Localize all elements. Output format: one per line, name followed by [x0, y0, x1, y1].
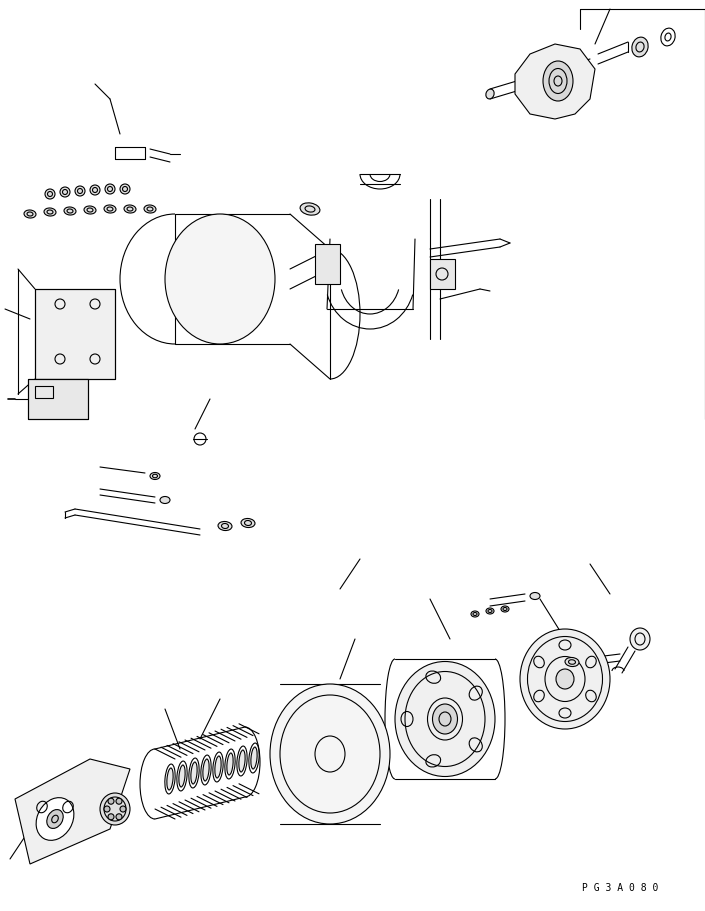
- Ellipse shape: [530, 593, 540, 599]
- Ellipse shape: [630, 629, 650, 650]
- Circle shape: [75, 187, 85, 197]
- Circle shape: [90, 186, 100, 196]
- Ellipse shape: [395, 661, 495, 777]
- Ellipse shape: [471, 611, 479, 618]
- Circle shape: [45, 189, 55, 200]
- Ellipse shape: [24, 210, 36, 219]
- Text: P G 3 A 0 8 0: P G 3 A 0 8 0: [582, 882, 658, 892]
- Ellipse shape: [632, 38, 648, 57]
- Circle shape: [108, 814, 114, 820]
- Ellipse shape: [251, 747, 257, 769]
- Ellipse shape: [215, 756, 221, 778]
- Ellipse shape: [270, 684, 390, 824]
- Ellipse shape: [501, 607, 509, 612]
- Ellipse shape: [661, 29, 675, 46]
- Ellipse shape: [300, 204, 320, 216]
- Polygon shape: [15, 759, 130, 864]
- Ellipse shape: [104, 206, 116, 214]
- Ellipse shape: [218, 522, 232, 531]
- Ellipse shape: [165, 215, 275, 344]
- Circle shape: [105, 185, 115, 195]
- Ellipse shape: [486, 90, 494, 100]
- Bar: [315, 245, 340, 285]
- Polygon shape: [515, 45, 595, 120]
- Ellipse shape: [565, 658, 579, 667]
- Bar: [35, 386, 53, 399]
- Ellipse shape: [144, 206, 156, 214]
- Ellipse shape: [124, 206, 136, 214]
- Ellipse shape: [241, 519, 255, 528]
- Ellipse shape: [556, 670, 574, 690]
- Circle shape: [120, 185, 130, 195]
- Ellipse shape: [203, 759, 209, 781]
- Circle shape: [60, 188, 70, 198]
- Ellipse shape: [432, 704, 458, 734]
- Circle shape: [116, 814, 122, 820]
- Ellipse shape: [84, 207, 96, 215]
- Bar: [430, 260, 455, 290]
- Ellipse shape: [179, 765, 185, 787]
- Ellipse shape: [150, 473, 160, 480]
- Circle shape: [104, 806, 110, 812]
- Circle shape: [120, 806, 126, 812]
- Ellipse shape: [191, 763, 197, 784]
- Ellipse shape: [100, 793, 130, 825]
- Ellipse shape: [160, 497, 170, 504]
- Circle shape: [108, 798, 114, 804]
- Ellipse shape: [239, 751, 245, 773]
- Ellipse shape: [520, 630, 610, 729]
- Circle shape: [116, 798, 122, 804]
- Ellipse shape: [47, 810, 63, 828]
- Bar: [35, 290, 115, 380]
- Ellipse shape: [36, 798, 74, 841]
- Ellipse shape: [486, 609, 494, 614]
- Ellipse shape: [167, 768, 173, 790]
- Ellipse shape: [44, 209, 56, 217]
- Ellipse shape: [543, 62, 573, 102]
- Ellipse shape: [64, 208, 76, 216]
- Bar: [28, 380, 88, 420]
- Bar: [35, 290, 115, 380]
- Bar: [28, 380, 88, 420]
- Ellipse shape: [227, 753, 233, 775]
